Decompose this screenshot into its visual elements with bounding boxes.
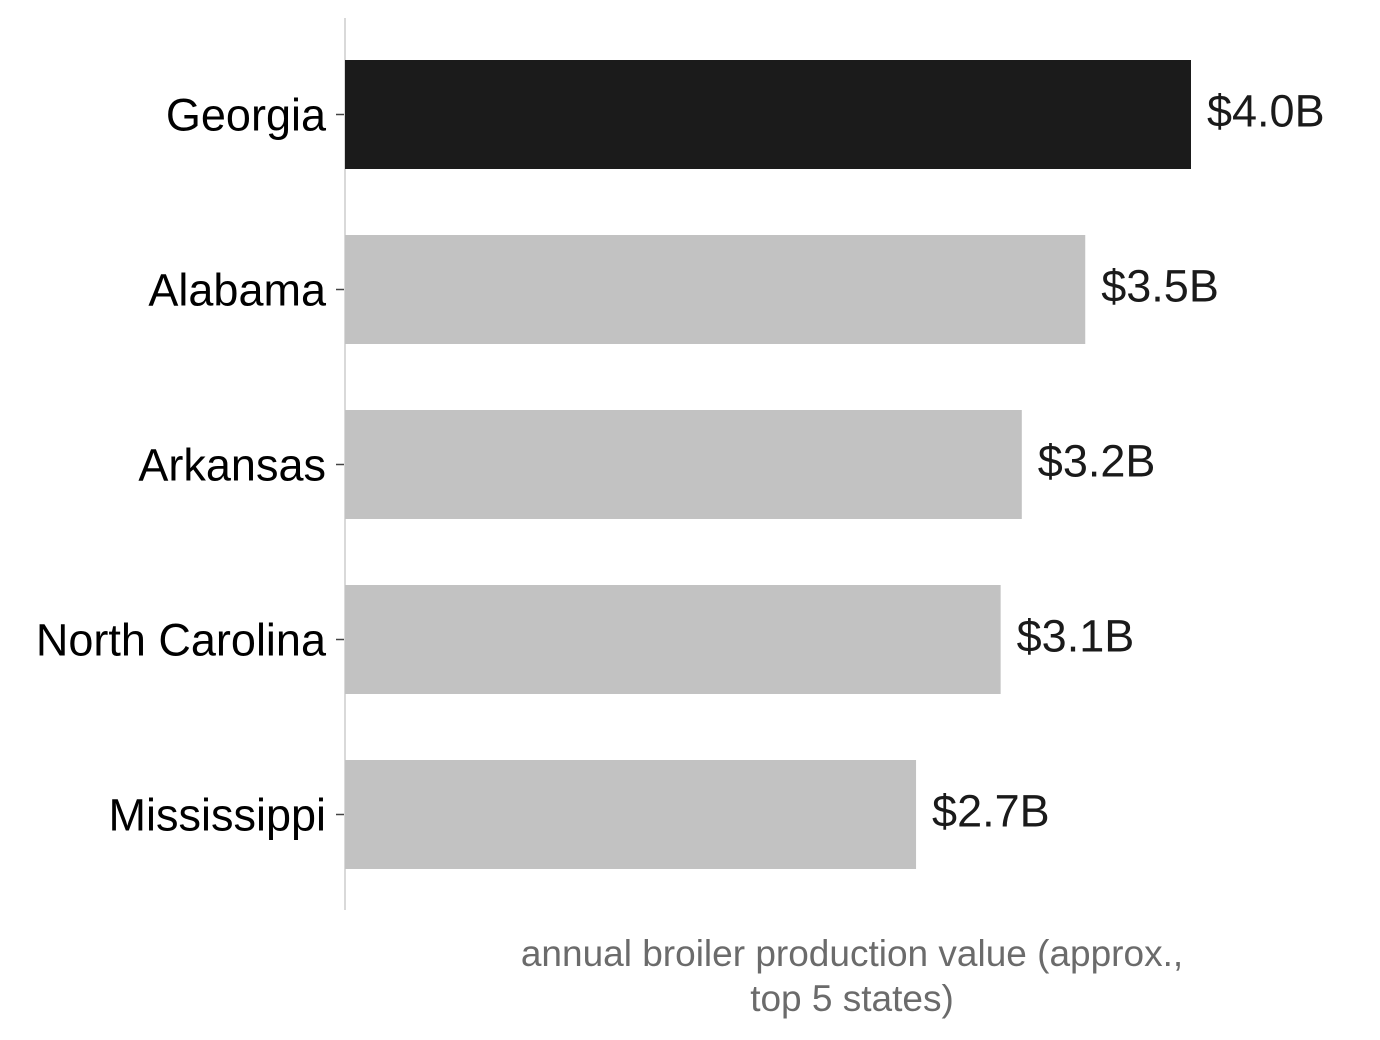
bars-layer [345,60,1191,869]
value-label-alabama: $3.5B [1101,261,1219,312]
bar-arkansas [345,410,1022,519]
labels-layer: Georgia $4.0B Alabama $3.5B Arkansas $3.2B Nor… [36,86,1325,841]
bar-alabama [345,235,1086,344]
bar-georgia [345,60,1191,169]
category-label-arkansas: Arkansas [138,440,326,491]
value-label-mississippi: $2.7B [932,786,1050,837]
x-axis-title-line-1: annual broiler production value (approx.… [521,933,1183,974]
x-axis-title-line-2: top 5 states) [750,978,954,1019]
category-label-georgia: Georgia [166,90,327,141]
bar-mississippi [345,760,917,869]
bar-north-carolina [345,585,1001,694]
category-label-mississippi: Mississippi [108,790,326,841]
value-label-georgia: $4.0B [1207,86,1325,137]
category-label-north-carolina: North Carolina [36,615,327,666]
category-label-alabama: Alabama [148,265,327,316]
value-label-arkansas: $3.2B [1038,436,1156,487]
value-label-north-carolina: $3.1B [1017,611,1135,662]
